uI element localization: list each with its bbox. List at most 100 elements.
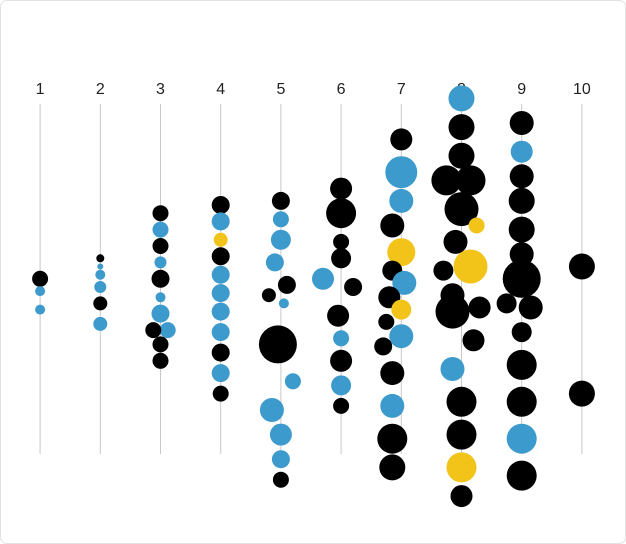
x-tick-label-2: 2: [96, 81, 105, 98]
x-tick-label-4: 4: [216, 81, 225, 98]
data-point-blue: [392, 270, 417, 295]
data-point-black: [211, 343, 230, 362]
data-point-blue: [94, 281, 107, 293]
data-point-black: [568, 253, 595, 280]
data-point-blue: [159, 322, 176, 339]
data-point-black: [32, 270, 49, 287]
data-point-black: [443, 229, 468, 254]
data-points: [32, 85, 595, 508]
x-tick-label-7: 7: [397, 81, 406, 98]
data-point-blue: [440, 357, 465, 381]
data-point-black: [379, 454, 406, 481]
data-point-yellow: [391, 299, 412, 320]
data-point-black: [377, 423, 408, 454]
data-point-blue: [331, 375, 352, 396]
data-point-blue: [312, 267, 334, 290]
data-point-blue: [95, 269, 106, 280]
data-point-black: [330, 177, 353, 200]
data-point-blue: [506, 423, 537, 454]
data-point-blue: [259, 398, 284, 422]
data-point-black: [455, 165, 486, 196]
data-point-black: [509, 111, 534, 135]
data-point-black: [152, 205, 169, 222]
data-point-black: [258, 325, 297, 364]
data-point-black: [333, 397, 350, 414]
data-point-blue: [211, 302, 230, 321]
data-point-blue: [272, 211, 289, 228]
x-tick-label-9: 9: [517, 81, 526, 98]
data-point-black: [448, 114, 475, 141]
x-tick-label-1: 1: [36, 81, 45, 98]
data-point-yellow: [453, 249, 488, 284]
data-point-black: [272, 471, 289, 488]
data-point-black: [509, 242, 534, 267]
data-point-black: [271, 191, 290, 210]
data-point-black: [151, 269, 170, 288]
data-point-blue: [154, 256, 167, 269]
data-point-black: [450, 485, 473, 508]
data-point-blue: [211, 323, 230, 342]
data-point-black: [96, 254, 105, 263]
data-point-black: [378, 313, 395, 330]
data-point-blue: [448, 85, 475, 112]
data-point-blue: [155, 292, 166, 303]
data-point-black: [496, 293, 517, 314]
data-point-black: [327, 304, 350, 327]
data-point-black: [444, 192, 479, 227]
data-point-black: [506, 386, 537, 417]
data-point-black: [446, 419, 477, 450]
data-point-blue: [270, 229, 291, 250]
data-point-black: [93, 296, 108, 311]
data-point-black: [145, 322, 162, 339]
data-point-black: [330, 349, 353, 372]
data-point-blue: [269, 423, 292, 446]
x-tick-label-5: 5: [276, 81, 285, 98]
data-point-blue: [265, 253, 284, 272]
data-point-black: [211, 247, 230, 266]
data-point-yellow: [468, 217, 485, 234]
data-point-blue: [333, 330, 350, 347]
data-point-black: [152, 238, 169, 254]
data-point-black: [390, 128, 413, 151]
data-point-black: [511, 322, 532, 343]
x-tick-label-6: 6: [337, 81, 346, 98]
data-point-black: [568, 380, 595, 407]
data-point-black: [152, 336, 169, 353]
data-point-blue: [211, 212, 230, 231]
data-point-black: [518, 295, 543, 320]
data-point-yellow: [446, 452, 477, 483]
data-point-black: [277, 275, 296, 294]
data-point-blue: [151, 304, 170, 323]
data-point-blue: [385, 156, 418, 189]
data-point-blue: [271, 450, 290, 469]
data-point-blue: [389, 324, 414, 349]
data-point-yellow: [213, 232, 228, 247]
data-point-black: [374, 337, 393, 356]
x-tick-label-10: 10: [573, 81, 591, 98]
data-point-blue: [278, 298, 289, 309]
data-point-blue: [211, 364, 230, 383]
data-point-blue: [284, 373, 301, 390]
data-point-black: [468, 296, 491, 319]
data-point-blue: [389, 188, 414, 213]
data-point-black: [433, 260, 454, 281]
data-point-blue: [97, 263, 104, 270]
data-point-black: [212, 385, 229, 402]
data-point-black: [508, 216, 535, 243]
data-point-black: [261, 288, 276, 303]
data-point-blue: [152, 221, 169, 238]
data-point-black: [448, 142, 475, 169]
data-point-black: [502, 259, 541, 298]
data-point-black: [333, 233, 350, 250]
data-point-blue: [35, 304, 46, 315]
data-point-black: [509, 164, 534, 189]
data-point-black: [506, 349, 537, 380]
data-point-yellow: [387, 238, 416, 267]
data-point-black: [331, 248, 352, 269]
data-point-black: [326, 198, 357, 229]
data-point-black: [506, 460, 537, 491]
data-point-blue: [35, 286, 46, 297]
data-point-blue: [380, 393, 405, 418]
data-point-black: [380, 213, 405, 238]
